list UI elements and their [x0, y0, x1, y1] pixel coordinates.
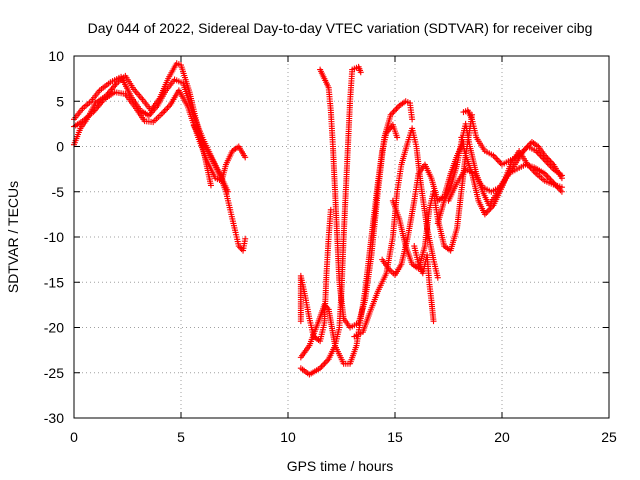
y-tick-label: 5 [56, 93, 64, 109]
x-tick-label: 20 [494, 429, 510, 445]
series-arc-12 [411, 243, 437, 325]
y-tick-label: 10 [48, 48, 64, 64]
series-arc-5 [297, 206, 334, 345]
data-point [207, 182, 214, 189]
y-axis-title: SDTVAR / TECUs [5, 181, 21, 293]
y-tick-label: -20 [44, 320, 64, 336]
x-tick-label: 0 [70, 429, 78, 445]
data-points [71, 60, 565, 378]
data-point [327, 206, 334, 213]
data-point [409, 116, 416, 123]
series-arc-15 [458, 134, 565, 218]
y-tick-label: -25 [44, 365, 64, 381]
chart-title: Day 044 of 2022, Sidereal Day-to-day VTE… [88, 20, 593, 36]
data-point [357, 69, 364, 76]
y-tick-label: 0 [56, 139, 64, 155]
data-point [434, 274, 441, 281]
data-point [242, 235, 249, 242]
y-tick-label: -10 [44, 229, 64, 245]
y-tick-label: -30 [44, 410, 64, 426]
series-arc-8 [317, 66, 416, 331]
data-point [430, 318, 437, 325]
x-tick-label: 25 [601, 429, 617, 445]
x-tick-label: 15 [387, 429, 403, 445]
data-point [558, 184, 565, 191]
series-arc-16 [460, 107, 565, 179]
data-point [558, 172, 565, 179]
series-arc-3 [71, 87, 249, 184]
data-point [242, 154, 249, 161]
x-tick-label: 5 [177, 429, 185, 445]
x-tick-label: 10 [280, 429, 296, 445]
x-axis-title: GPS time / hours [287, 458, 394, 474]
y-tick-label: -15 [44, 274, 64, 290]
series-arc-4 [190, 122, 249, 254]
y-tick-label: -5 [52, 184, 65, 200]
data-point [394, 134, 401, 141]
axis-ticks: 0 5 10 15 20 25 -30 -25 -20 -15 -10 -5 0 5 10 [44, 48, 617, 445]
series-arc-9 [351, 125, 441, 340]
